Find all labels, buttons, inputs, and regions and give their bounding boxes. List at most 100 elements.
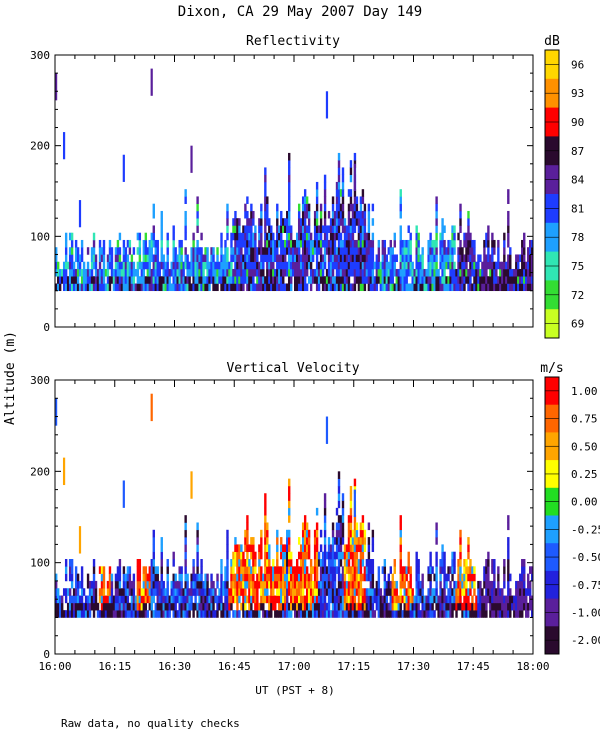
data-cell xyxy=(80,254,84,263)
data-cell xyxy=(431,588,434,596)
data-cell xyxy=(288,537,291,545)
data-cell xyxy=(481,588,484,596)
data-cell xyxy=(457,247,460,255)
data-cell xyxy=(425,268,428,277)
data-cell xyxy=(166,588,169,596)
data-cell xyxy=(323,507,327,516)
data-cell xyxy=(521,566,524,574)
data-cell xyxy=(389,602,392,611)
data-cell xyxy=(337,580,341,589)
data-cell xyxy=(481,276,484,284)
data-cell xyxy=(102,276,106,284)
data-cell xyxy=(146,247,150,255)
data-cell xyxy=(264,225,267,233)
data-cell xyxy=(343,218,347,226)
data-cell xyxy=(250,602,253,611)
data-cell xyxy=(337,174,341,183)
data-cell xyxy=(443,602,446,611)
data-cell xyxy=(160,210,163,219)
data-cell xyxy=(379,595,383,604)
data-cell xyxy=(343,544,347,553)
data-cell xyxy=(282,551,285,560)
data-cell xyxy=(282,573,285,582)
data-cell xyxy=(347,529,351,538)
data-cell xyxy=(493,239,496,248)
data-cell xyxy=(391,283,394,292)
data-cell xyxy=(333,588,337,596)
data-cell xyxy=(288,167,291,175)
data-cell xyxy=(333,573,337,582)
data-cell xyxy=(319,210,323,219)
data-cell xyxy=(363,232,367,241)
data-cell xyxy=(100,254,104,263)
data-cell xyxy=(459,254,462,263)
data-cell xyxy=(230,595,233,604)
data-cell xyxy=(58,595,62,604)
data-cell xyxy=(337,588,341,596)
data-cell xyxy=(359,239,363,248)
data-cell xyxy=(407,239,410,248)
data-cell xyxy=(194,573,197,582)
data-cell xyxy=(142,566,146,574)
data-cell xyxy=(331,529,335,538)
data-cell xyxy=(264,218,267,226)
data-cell xyxy=(246,218,249,226)
data-cell xyxy=(266,210,269,219)
data-cell xyxy=(369,283,373,292)
data-cell xyxy=(315,573,319,582)
data-cell xyxy=(483,247,486,255)
data-cell xyxy=(160,225,163,233)
data-cell xyxy=(246,610,249,618)
data-cell xyxy=(337,232,341,241)
data-cell xyxy=(335,283,339,292)
data-cell xyxy=(292,580,295,589)
elevated-echo-mark xyxy=(122,154,125,182)
data-cell xyxy=(142,595,146,604)
data-cell xyxy=(55,254,58,263)
data-cell xyxy=(92,595,96,604)
data-cell xyxy=(270,588,273,596)
data-cell xyxy=(140,268,144,277)
data-cell xyxy=(321,239,325,248)
data-cell xyxy=(200,276,203,284)
data-cell xyxy=(359,210,363,219)
data-cell xyxy=(337,537,341,545)
data-cell xyxy=(311,610,315,618)
data-cell xyxy=(483,595,486,604)
data-cell xyxy=(290,247,293,255)
data-cell xyxy=(110,573,114,582)
data-cell xyxy=(268,580,271,589)
data-cell xyxy=(349,203,353,212)
data-cell xyxy=(337,493,341,501)
data-cell xyxy=(168,610,171,618)
data-cell xyxy=(206,610,209,618)
data-cell xyxy=(206,595,209,604)
data-cell xyxy=(282,566,285,574)
data-cell xyxy=(194,261,197,270)
data-cell xyxy=(443,566,446,574)
data-cell xyxy=(212,283,215,292)
data-cell xyxy=(64,283,68,292)
data-cell xyxy=(248,602,251,611)
data-cell xyxy=(268,602,271,611)
data-cell xyxy=(389,261,392,270)
data-cell xyxy=(399,210,402,219)
data-cell xyxy=(343,595,347,604)
data-cell xyxy=(278,588,281,596)
data-cell xyxy=(176,261,179,270)
data-cell xyxy=(459,559,462,567)
data-cell xyxy=(176,595,179,604)
data-cell xyxy=(152,551,155,560)
data-cell xyxy=(391,580,394,589)
data-cell xyxy=(154,580,157,589)
data-cell xyxy=(433,261,436,270)
data-cell xyxy=(286,239,289,248)
data-cell xyxy=(431,283,434,292)
data-cell xyxy=(174,268,177,277)
data-cell xyxy=(473,580,476,589)
data-cell xyxy=(242,559,245,567)
data-cell xyxy=(421,261,424,270)
data-cell xyxy=(351,232,355,241)
data-cell xyxy=(313,559,317,567)
data-cell xyxy=(333,210,337,219)
